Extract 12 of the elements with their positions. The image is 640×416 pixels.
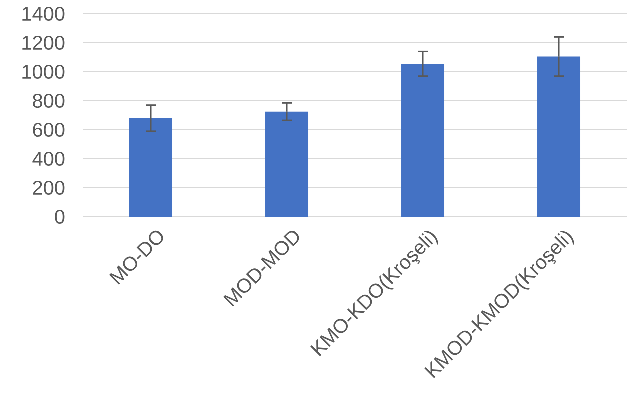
y-tick-label: 1200 (22, 36, 65, 50)
y-tick-label: 600 (33, 122, 65, 138)
y-tick-label: 0 (55, 210, 65, 224)
bar (538, 56, 581, 217)
bar (266, 112, 309, 217)
y-tick-label: 800 (33, 94, 65, 108)
y-tick-label: 1000 (22, 64, 65, 80)
bar (130, 118, 173, 217)
y-tick-label: 200 (33, 180, 65, 196)
y-tick-label: 1400 (22, 6, 65, 22)
bar (402, 64, 445, 217)
y-tick-label: 400 (32, 152, 65, 166)
